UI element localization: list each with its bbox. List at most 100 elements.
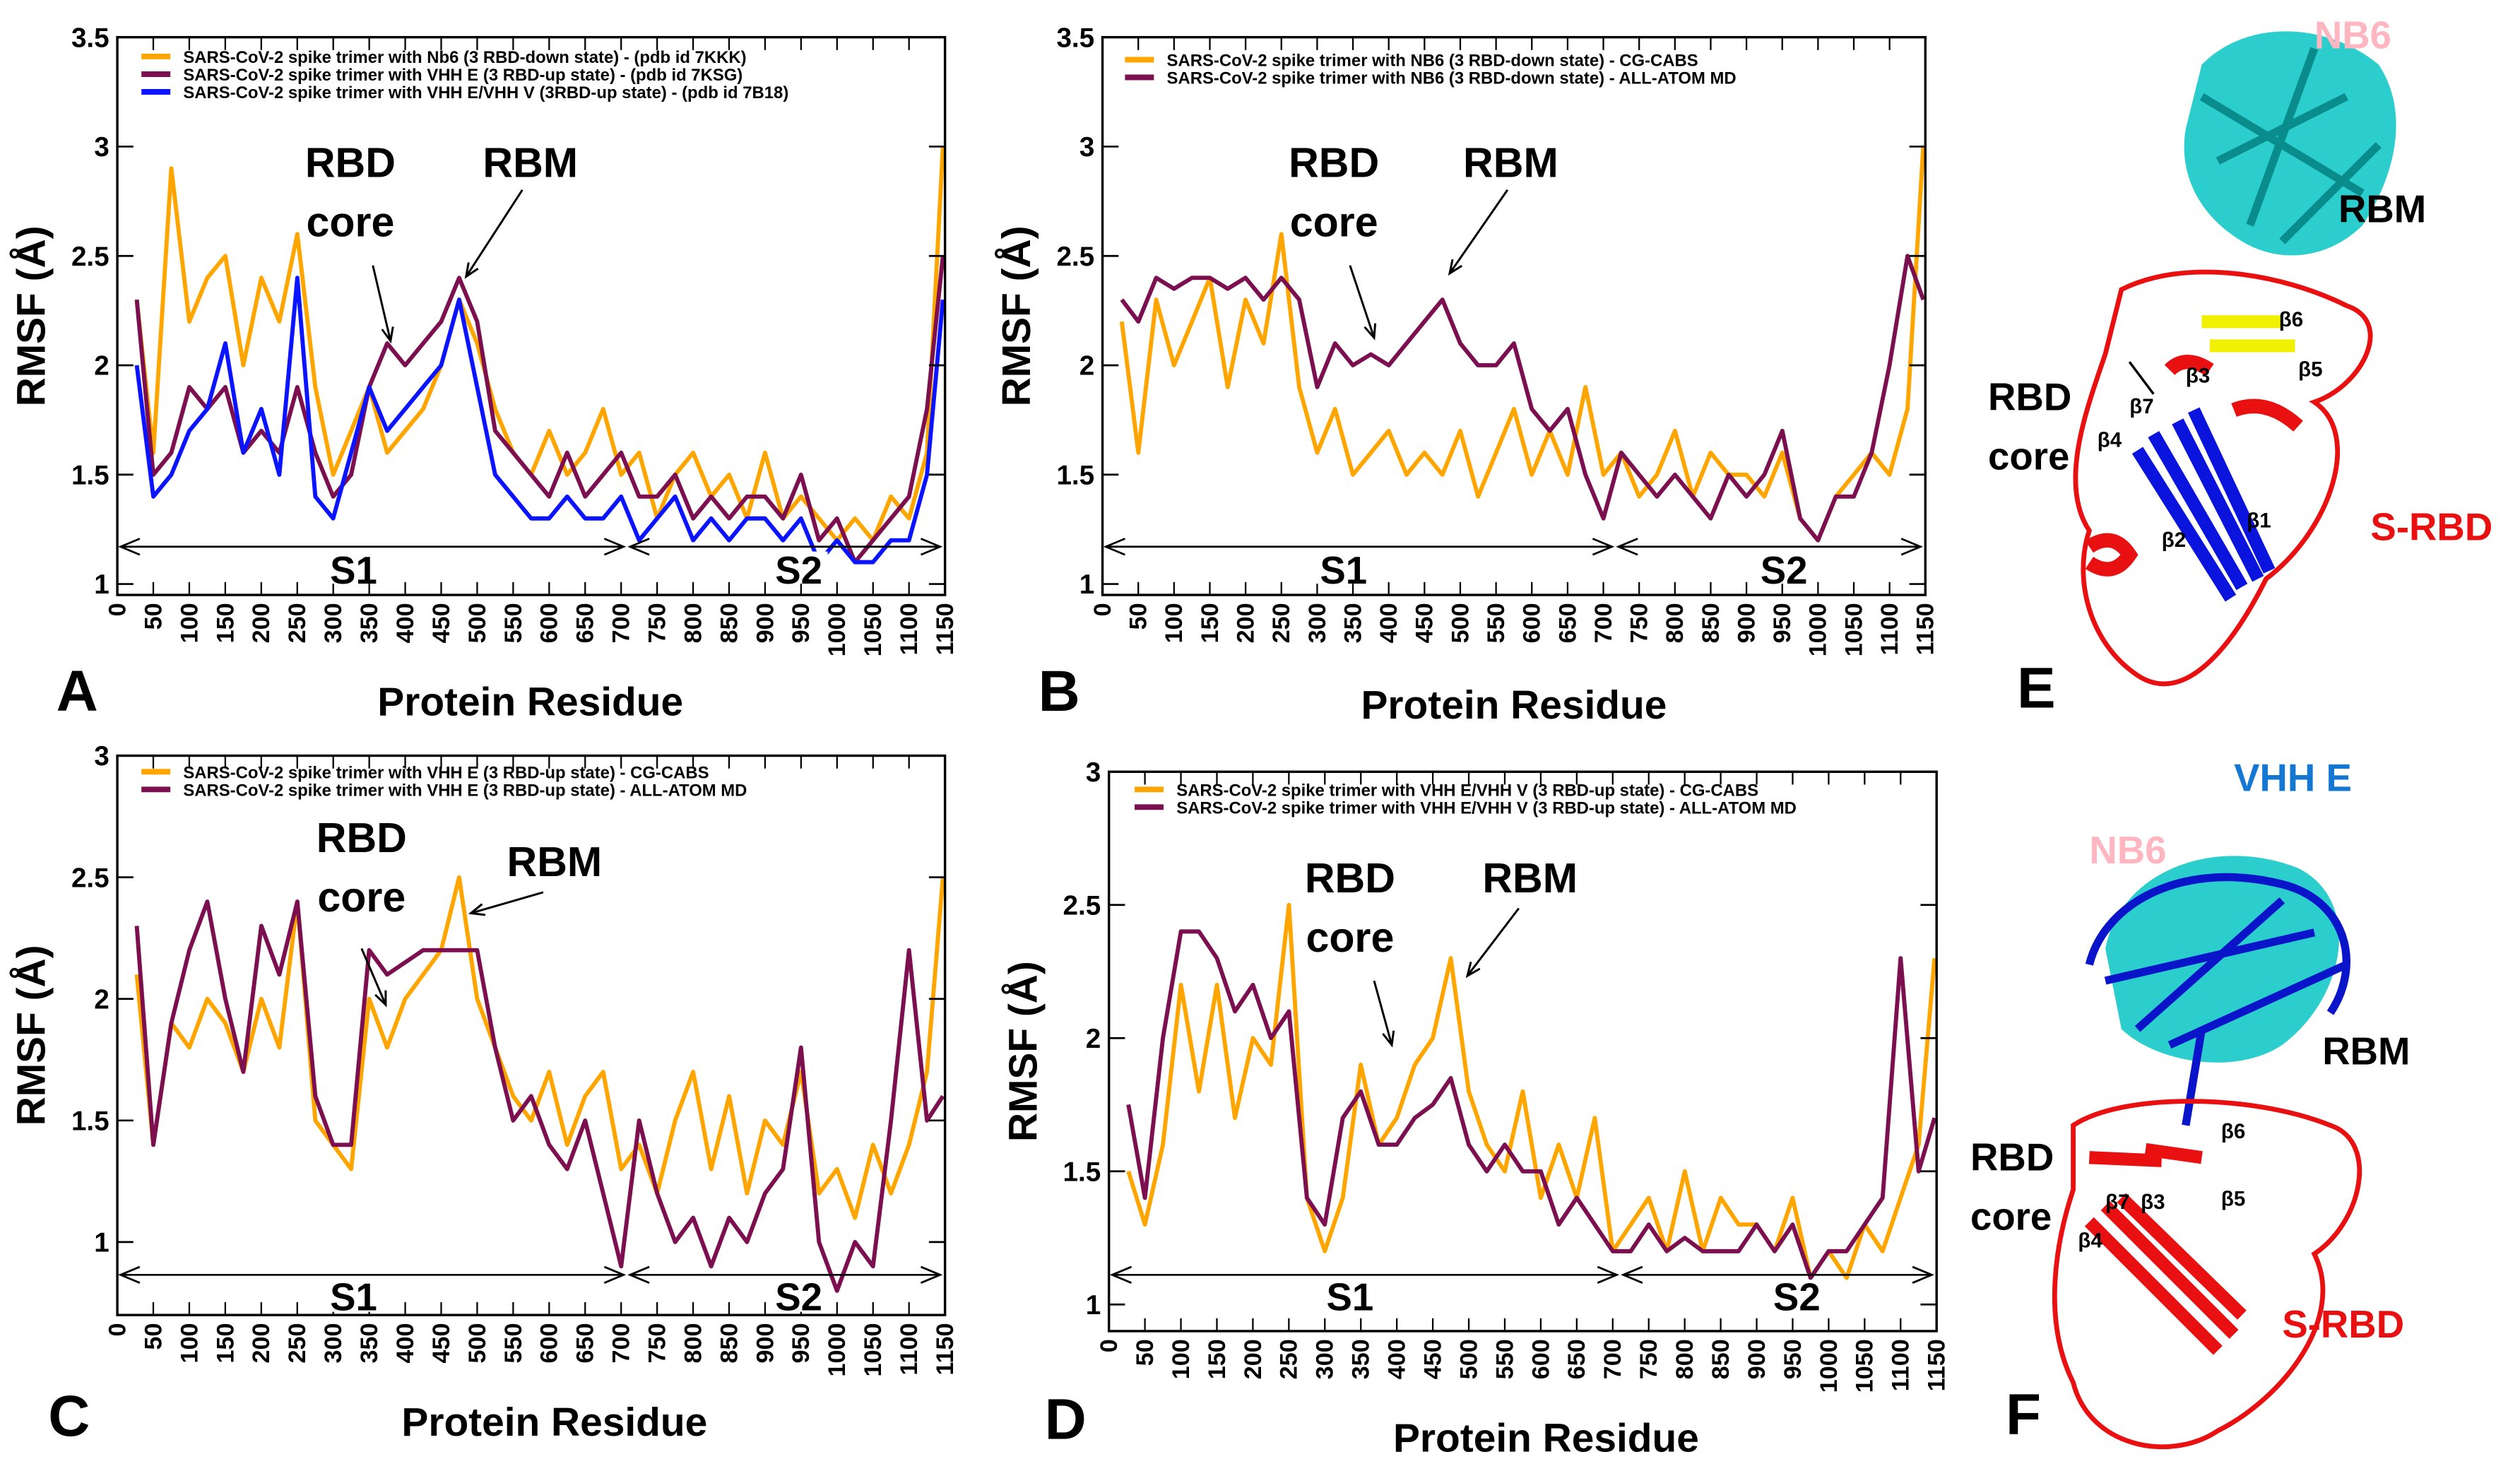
panel-letter-a: A: [57, 659, 98, 724]
s2-label: S2: [1761, 549, 1808, 592]
label-rbm: RBM: [2338, 187, 2426, 230]
y-tick-label: 1.5: [1063, 1157, 1101, 1187]
x-tick-label: 350: [1348, 1339, 1375, 1379]
x-tick-label: 400: [1384, 1339, 1411, 1379]
x-tick-label: 1100: [1876, 603, 1903, 655]
x-tick-label: 50: [1125, 603, 1152, 630]
x-tick-label: 250: [284, 603, 311, 643]
label-vhh-e: VHH E: [2234, 757, 2352, 800]
x-tick-label: 1050: [1840, 603, 1867, 656]
s2-label-bg: [769, 1280, 828, 1312]
series-line-blue: [134, 276, 945, 565]
x-tick-label: 1050: [860, 1323, 887, 1377]
x-tick-label: 200: [1232, 603, 1259, 643]
x-tick-label: 600: [1519, 603, 1546, 643]
beta-label: β3: [2141, 1191, 2165, 1214]
x-tick-label: 900: [1744, 1339, 1770, 1379]
label-s-rbd: S-RBD: [2282, 1303, 2404, 1346]
y-tick-label: 2: [94, 351, 110, 382]
x-tick-label: 850: [716, 603, 743, 643]
x-tick-label: 50: [140, 1323, 167, 1350]
x-tick-label: 150: [1204, 1339, 1231, 1379]
x-tick-label: 450: [428, 1323, 455, 1364]
x-tick-label: 400: [392, 1323, 419, 1364]
s-rbd-loops: [2073, 269, 2373, 687]
x-tick-label: 1150: [1912, 603, 1939, 655]
y-tick-label: 2.5: [1056, 242, 1094, 272]
beta-label: β7: [2105, 1191, 2129, 1214]
x-tick-label: 1000: [824, 1323, 851, 1377]
panel-letter-d: D: [1045, 1387, 1087, 1451]
x-tick-label: 550: [500, 603, 527, 643]
s2-range-arrow-head: [1621, 1265, 1643, 1284]
y-tick-label: 2: [1079, 351, 1094, 382]
s1-label: S1: [1320, 549, 1367, 592]
s-rbd-loops: [2052, 1099, 2362, 1450]
x-tick-label: 150: [212, 1323, 239, 1364]
x-tick-label: 900: [1733, 603, 1760, 643]
x-tick-label: 350: [356, 1323, 383, 1364]
x-tick-label: 700: [608, 1323, 635, 1364]
label-rbd-core-2: core: [1970, 1195, 2052, 1239]
x-tick-label: 1050: [1852, 1339, 1879, 1393]
beta-label: β6: [2279, 308, 2304, 331]
x-tick-label: 50: [140, 603, 167, 630]
s1-label-bg: [324, 1280, 383, 1312]
y-tick-label: 1.5: [71, 1106, 110, 1136]
x-tick-label: 1150: [932, 603, 959, 655]
rbd-core-arrow: [1349, 265, 1376, 338]
x-axis-label: Protein Residue: [401, 1400, 707, 1445]
legend-label: SARS-CoV-2 spike trimer with NB6 (3 RBD-…: [1167, 69, 1737, 88]
x-tick-label: 900: [752, 603, 779, 643]
legend-label: SARS-CoV-2 spike trimer with VHH E (3 RB…: [183, 66, 743, 85]
x-tick-label: 750: [1626, 603, 1653, 643]
x-tick-label: 1150: [932, 1323, 959, 1376]
annotation-rbd-core: core: [306, 199, 394, 246]
series-line-orange: [134, 146, 945, 543]
s2-range-arrow-head: [1616, 538, 1638, 556]
s1-range-arrow-head: [1597, 1265, 1620, 1284]
y-tick-label: 2: [1086, 1024, 1101, 1054]
beta-label: β5: [2298, 358, 2322, 382]
x-tick-label: 100: [176, 1323, 203, 1364]
x-tick-label: 800: [680, 603, 706, 643]
y-axis-label: RMSF (Å): [9, 225, 54, 406]
y-tick-label: 3: [94, 132, 110, 163]
x-tick-label: 1150: [1924, 1339, 1951, 1391]
y-axis-label: RMSF (Å): [1000, 961, 1046, 1142]
s1-label-bg: [324, 551, 383, 584]
x-tick-label: 250: [284, 1323, 311, 1364]
x-tick-label: 1100: [1888, 1339, 1915, 1391]
x-tick-label: 600: [1527, 1339, 1554, 1379]
x-tick-label: 450: [1419, 1339, 1446, 1379]
y-tick-label: 3.5: [1056, 23, 1094, 53]
s1-range-arrow-head: [1103, 538, 1125, 556]
legend-label: SARS-CoV-2 spike trimer with VHH E (3 RB…: [183, 763, 709, 782]
series-line-purple: [134, 899, 945, 1293]
nb6-loops: [2199, 47, 2382, 244]
x-tick-label: 700: [608, 603, 635, 643]
x-tick-label: 400: [1376, 603, 1402, 643]
y-tick-label: 2.5: [71, 242, 110, 272]
label-rbm: RBM: [2322, 1029, 2410, 1073]
plot-frame: [116, 35, 947, 596]
beta-sheet-yellow: [2201, 315, 2295, 353]
x-tick-label: 1050: [860, 603, 887, 656]
series-line-purple: [1120, 254, 1926, 543]
x-tick-label: 1000: [824, 603, 851, 656]
beta-label: β4: [2098, 429, 2122, 452]
series-line-purple: [1126, 929, 1937, 1280]
x-tick-label: 800: [1672, 1339, 1698, 1379]
rbm-arrow-head: [464, 262, 479, 279]
x-axis-label: Protein Residue: [377, 680, 683, 725]
rbd-core-arrow-head: [381, 326, 394, 344]
x-tick-label: 300: [1312, 1339, 1339, 1379]
y-tick-label: 2.5: [71, 863, 110, 893]
annotation-rbd-core: RBD: [1289, 139, 1379, 187]
x-tick-label: 300: [1304, 603, 1331, 643]
label-rbd-core-1: RBD: [1970, 1135, 2054, 1179]
s1-label: S1: [330, 1275, 377, 1318]
x-tick-label: 650: [1563, 1339, 1590, 1379]
annotation-rbd-core: RBD: [317, 814, 407, 861]
x-tick-label: 450: [1412, 603, 1438, 643]
